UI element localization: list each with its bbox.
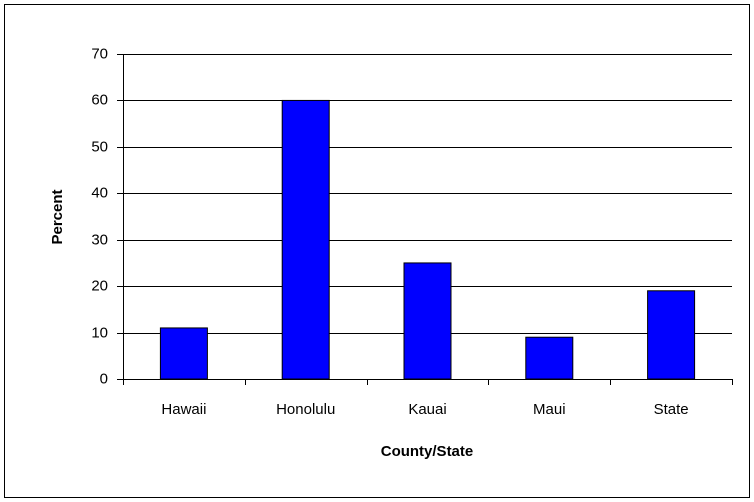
bar [647,290,696,380]
y-tick-label: 60 [91,91,108,108]
bar [281,99,330,380]
y-axis-title: Percent [49,189,66,244]
bar [525,336,574,380]
y-tick-label: 50 [91,138,108,155]
y-tick-label: 10 [91,324,108,341]
bar [159,327,208,380]
x-tick-label: Maui [533,401,566,418]
y-tick-label: 0 [100,370,108,387]
y-tick-label: 20 [91,277,108,294]
bar [403,262,452,380]
y-tick-label: 70 [91,45,108,62]
chart-border [4,4,750,498]
x-tick-label: Hawaii [161,401,206,418]
y-tick-label: 40 [91,184,108,201]
y-tick-label: 30 [91,231,108,248]
x-tick-label: State [654,401,689,418]
x-axis-title: County/State [381,443,474,460]
x-tick-label: Honolulu [276,401,335,418]
x-tick-label: Kauai [408,401,446,418]
